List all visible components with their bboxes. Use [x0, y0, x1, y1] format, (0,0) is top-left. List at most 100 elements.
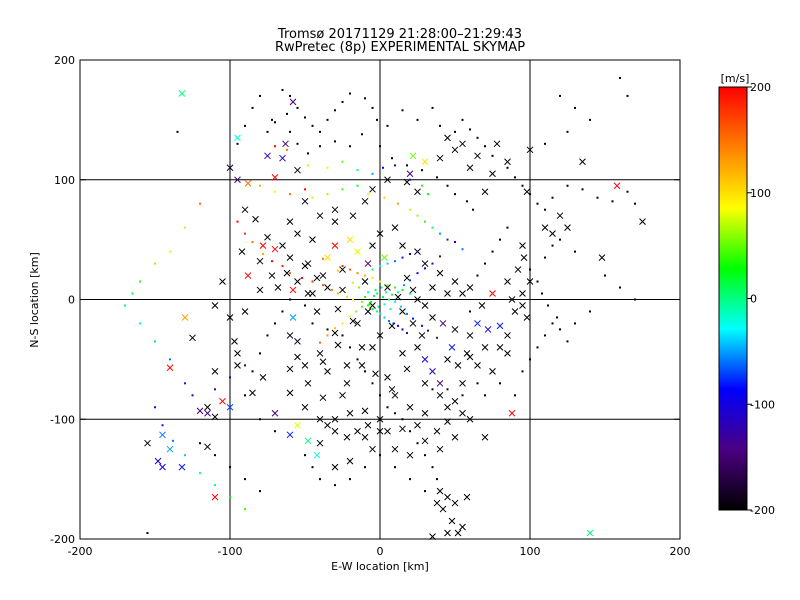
data-point-dot [349, 92, 351, 95]
data-point-x [439, 505, 447, 513]
data-point-dot [529, 193, 531, 196]
data-point-dot [266, 130, 269, 133]
x-tick-label: -200 [68, 545, 93, 558]
data-point-x [324, 284, 331, 291]
data-point-dot [421, 184, 423, 187]
data-point-x [354, 248, 361, 255]
data-point-dot [371, 276, 374, 279]
data-point-dot [409, 430, 411, 433]
data-point-x [358, 362, 366, 369]
data-point-x [331, 415, 339, 423]
data-point-x [436, 487, 444, 495]
data-point-dot [409, 292, 411, 295]
data-point-x [418, 332, 426, 339]
data-point-dot [559, 238, 561, 241]
data-point-dot [274, 190, 276, 193]
data-point-x [372, 370, 379, 378]
data-point-x [238, 248, 246, 255]
data-point-dot [446, 184, 449, 187]
data-point-dot [364, 370, 366, 373]
data-point-dot [401, 418, 404, 421]
data-point-dot [131, 292, 134, 295]
data-point-dot [391, 157, 393, 160]
colorbar-tick-label: 0 [750, 293, 757, 306]
data-point-dot [394, 412, 396, 415]
data-point-dot [370, 300, 372, 303]
data-point-dot [244, 394, 246, 397]
data-point-x [403, 365, 411, 373]
data-point-x [414, 421, 421, 429]
data-point-dot [262, 252, 264, 255]
data-point-x [409, 152, 417, 160]
data-point-x [264, 233, 271, 241]
data-point-x [211, 302, 219, 309]
data-point-dot [397, 202, 399, 205]
data-point-x [496, 344, 504, 351]
data-point-dot [484, 262, 486, 265]
data-point-x [331, 463, 339, 471]
data-point-x [489, 290, 496, 297]
data-point-x [324, 421, 331, 429]
data-point-x [244, 179, 252, 187]
data-point-dot [266, 334, 269, 337]
data-point-x [286, 254, 294, 261]
data-point-dot [574, 250, 576, 253]
data-point-dot [311, 322, 314, 325]
data-point-dot [589, 310, 591, 313]
data-point-dot [574, 106, 576, 109]
data-point-x [466, 332, 474, 339]
data-point-x [294, 353, 301, 361]
data-point-dot [364, 274, 366, 277]
data-point-x [414, 188, 421, 196]
colorbar-label: [m/s] [721, 72, 750, 85]
data-point-dot [184, 382, 186, 385]
data-point-dot [461, 248, 464, 251]
data-point-x [196, 407, 204, 415]
data-point-dot [259, 418, 261, 421]
data-point-dot [236, 220, 239, 223]
data-point-x [316, 439, 324, 447]
data-point-dot [244, 364, 246, 367]
data-point-x [178, 90, 186, 97]
data-point-dot [416, 442, 419, 445]
chart-title: Tromsø 20171129 21:28:00–21:29:43 [277, 27, 523, 42]
data-point-x [369, 344, 376, 351]
data-point-x [474, 320, 481, 327]
data-point-dot [406, 332, 408, 335]
data-point-dot [386, 124, 389, 127]
data-point-dot [146, 532, 149, 535]
data-point-dot [386, 406, 389, 409]
data-point-x [204, 409, 211, 417]
data-point-dot [394, 300, 396, 303]
data-point-dot [341, 264, 344, 267]
data-point-x [439, 320, 447, 327]
data-point-dot [416, 272, 419, 275]
data-point-x [181, 314, 189, 321]
data-point-dot [431, 466, 434, 469]
data-point-x [376, 332, 384, 339]
data-point-x [354, 427, 361, 435]
data-point-dot [271, 118, 273, 121]
data-point-x [259, 242, 267, 249]
data-point-dot [421, 169, 423, 172]
data-point-x [286, 431, 294, 439]
data-point-x [421, 409, 429, 417]
data-point-dot [199, 472, 201, 475]
data-point-dot [514, 176, 516, 179]
data-point-dot [403, 284, 405, 287]
data-point-x [304, 260, 312, 267]
data-point-dot [154, 406, 156, 409]
data-point-x [384, 284, 391, 291]
data-point-dot [289, 130, 291, 133]
data-point-x [478, 302, 486, 309]
data-point-dot [424, 454, 426, 457]
data-point-x [313, 308, 321, 315]
data-point-x [343, 433, 351, 441]
chart-subtitle: RwPretec (8p) EXPERIMENTAL SKYMAP [274, 40, 526, 55]
data-point-dot [356, 358, 359, 361]
data-point-dot [169, 358, 171, 361]
data-point-dot [626, 94, 629, 97]
data-point-dot [461, 118, 464, 121]
data-point-x [294, 421, 301, 429]
